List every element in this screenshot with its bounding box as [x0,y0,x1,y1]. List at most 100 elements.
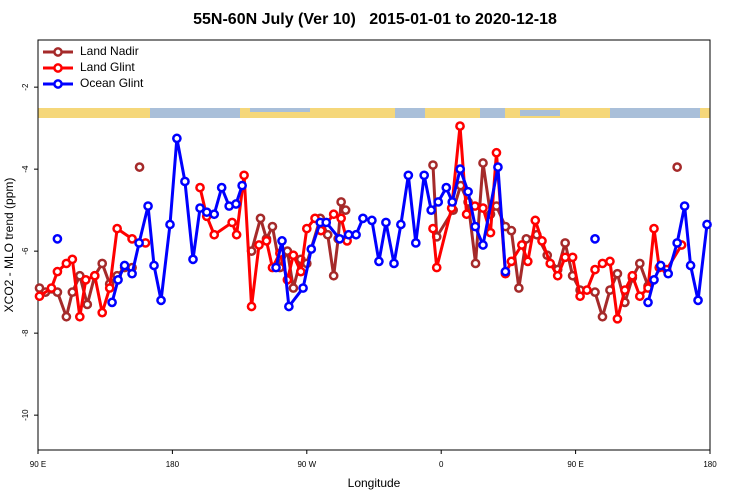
data-point [149,260,159,271]
legend-marker [53,79,63,89]
data-point [485,227,496,238]
y-tick-label: -10 [21,409,30,421]
data-point [493,162,503,172]
data-point [231,199,241,209]
data-point [367,215,377,226]
data-point [537,236,547,246]
data-point [113,275,123,285]
data-point [478,240,488,250]
map-land [38,108,710,118]
data-point [597,311,608,322]
data-point [239,170,249,181]
legend-marker [53,47,63,57]
data-point [74,311,85,322]
data-point [127,268,137,279]
data-point [431,262,442,273]
data-point [655,260,666,271]
data-point [97,258,108,269]
data-point [277,236,287,246]
data-point [455,121,465,131]
data-point [334,234,345,244]
map-ocean [395,108,425,118]
data-point [61,311,72,322]
data-point [649,223,659,234]
data-point [89,270,100,281]
data-point [605,256,615,267]
data-point [261,236,272,246]
data-point [97,307,108,318]
data-point [351,229,361,240]
data-point [389,258,399,269]
data-point [634,258,645,269]
y-tick-label: -2 [21,83,30,91]
data-point [643,297,653,308]
data-point [545,258,556,269]
map-ocean [520,110,560,116]
data-point [143,201,153,211]
data-point [567,252,578,263]
data-point [336,197,346,207]
data-point [552,270,563,281]
data-point [254,240,264,250]
data-point [112,223,122,234]
data-point [672,238,682,248]
data-point [80,275,91,285]
legend-label: Land Glint [80,60,135,74]
data-point [298,283,308,293]
legend-marker [53,63,63,73]
data-point [336,213,346,224]
data-point [306,244,317,254]
data-point [358,213,368,224]
data-point [441,182,452,193]
data-point [620,285,630,295]
data-point [343,229,354,240]
data-point [67,254,78,265]
data-point [649,275,659,285]
x-axis-title: Longitude [348,476,401,490]
data-point [231,229,242,240]
data-point [246,301,257,312]
y-tick-label: -8 [21,329,30,337]
data-point [530,215,541,226]
data-point [612,268,623,279]
data-point [340,205,351,215]
data-point [104,283,115,293]
data-point [516,240,527,250]
data-point [284,301,294,312]
data-point [590,264,600,275]
data-point [295,266,306,277]
data-point [52,266,63,277]
data-point [201,207,212,218]
data-point [403,170,414,181]
data-point [134,162,145,172]
y-tick-label: -6 [21,247,30,255]
data-point [165,219,175,230]
data-point [426,205,437,215]
map-strip [38,108,710,118]
data-point [34,291,45,302]
data-point [209,229,220,240]
data-point [419,170,430,181]
data-point [575,291,585,302]
data-point [663,268,674,279]
data-point [455,164,466,174]
map-ocean [250,108,310,112]
data-point [216,182,227,193]
data-point [119,260,130,271]
data-point [461,209,472,220]
data-point [433,197,444,207]
data-point [582,285,592,295]
data-point [374,256,384,267]
data-point [237,180,247,191]
data-point [597,258,608,269]
data-point [255,213,266,224]
legend-label: Ocean Glint [80,76,144,90]
map-ocean [610,108,700,118]
x-tick-label: 90 E [567,460,583,469]
data-point [328,209,339,220]
data-point [702,219,712,230]
data-point [560,238,570,248]
data-point [134,238,144,248]
data-point [227,217,237,228]
map-ocean [480,108,505,118]
